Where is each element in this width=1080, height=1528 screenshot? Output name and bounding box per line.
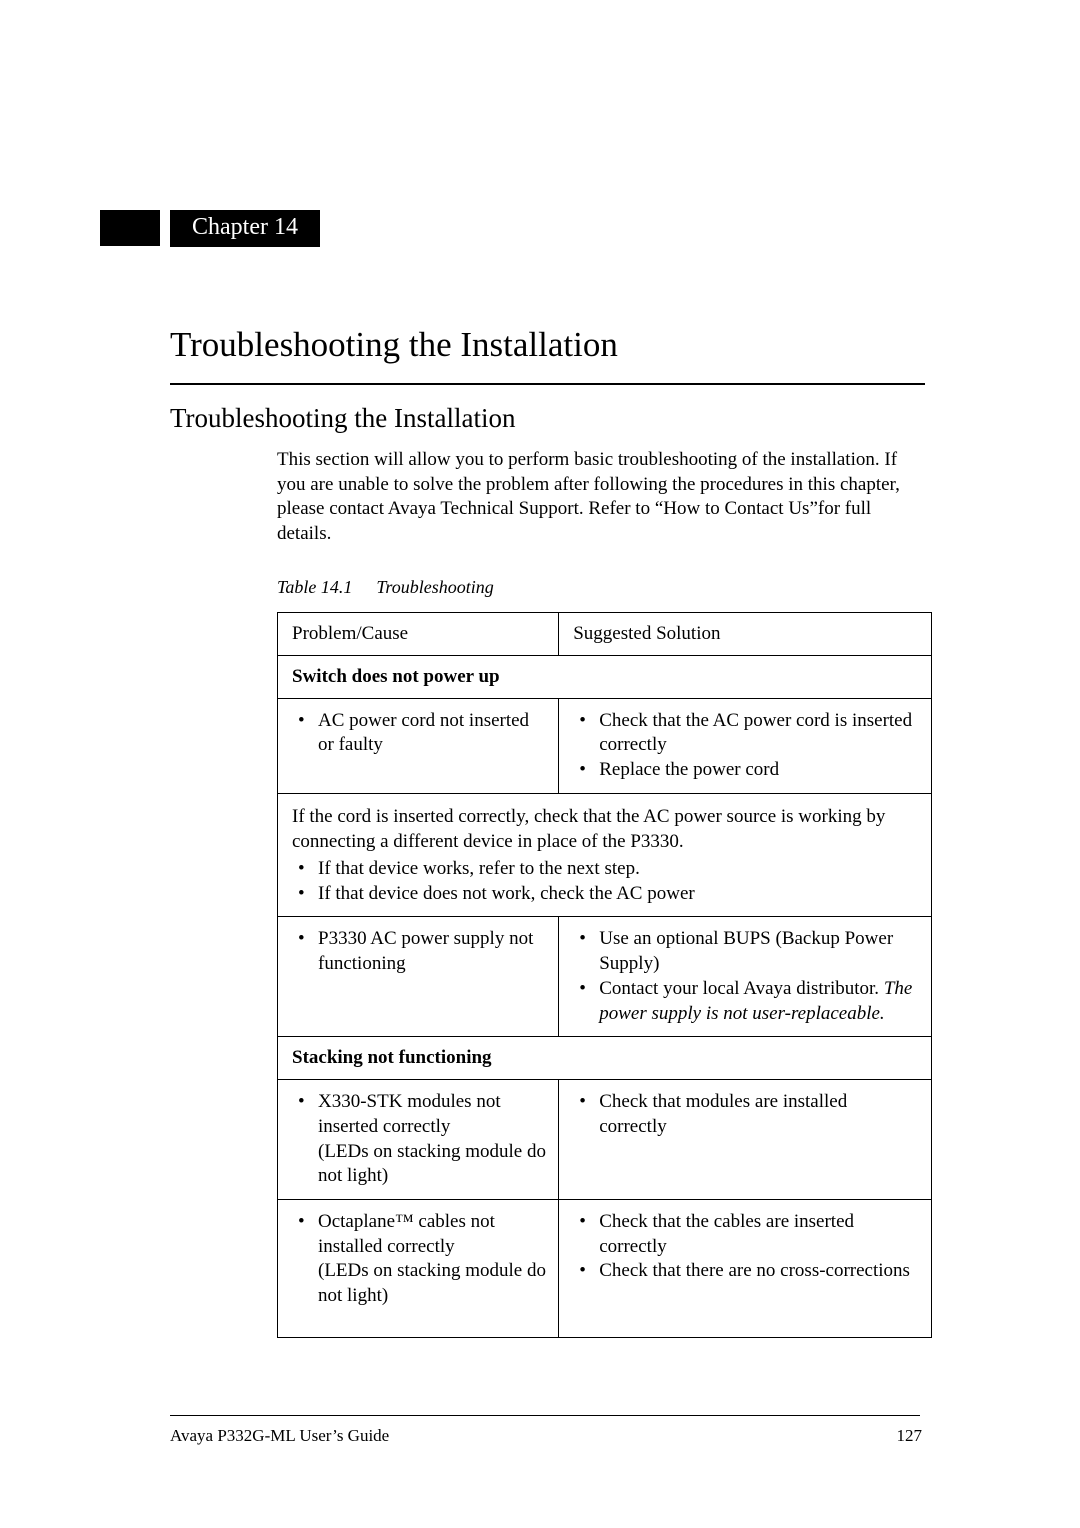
list-item: Octaplane™ cables not installed correctl… (292, 1210, 546, 1309)
section-title: Troubleshooting the Installation (170, 403, 925, 434)
table-section-stacking-text: Stacking not functioning (278, 1037, 932, 1080)
list-item-text: Contact your local Avaya distributor. (599, 978, 884, 999)
troubleshooting-table: Problem/Cause Suggested Solution Switch … (277, 612, 932, 1338)
table-caption-number: Table 14.1 (277, 577, 352, 597)
table-section-stacking: Stacking not functioning (278, 1037, 932, 1080)
cell-list: P3330 AC power supply not functioning (292, 927, 546, 976)
cell-list: Check that the AC power cord is inserted… (573, 709, 919, 783)
spanning-content: If the cord is inserted correctly, check… (292, 804, 919, 907)
table-row-spanning: If the cord is inserted correctly, check… (278, 793, 932, 917)
table-cell-problem: Octaplane™ cables not installed correctl… (278, 1199, 559, 1337)
cell-list: X330-STK modules not inserted correctly(… (292, 1090, 546, 1189)
list-item-subtext: (LEDs on stacking module do not light) (318, 1260, 546, 1306)
list-item-text: Octaplane™ cables not installed correctl… (318, 1211, 495, 1257)
footer-rule (170, 1415, 920, 1416)
cell-list: Use an optional BUPS (Backup Power Suppl… (573, 927, 919, 1026)
list-item: Use an optional BUPS (Backup Power Suppl… (573, 927, 919, 976)
list-item: P3330 AC power supply not functioning (292, 927, 546, 976)
footer-left: Avaya P332G-ML User’s Guide (170, 1426, 389, 1446)
cell-list: Check that modules are installed correct… (573, 1090, 919, 1139)
table-section-switch: Switch does not power up (278, 655, 932, 698)
cell-list: If that device works, refer to the next … (292, 857, 919, 906)
table-cell-solution: Check that the cables are inserted corre… (559, 1199, 932, 1337)
list-item: Replace the power cord (573, 758, 919, 783)
table-caption: Table 14.1 Troubleshooting (277, 577, 925, 598)
list-item: Check that modules are installed correct… (573, 1090, 919, 1139)
list-item: Check that the cables are inserted corre… (573, 1210, 919, 1259)
table-header-row: Problem/Cause Suggested Solution (278, 612, 932, 655)
footer-page-number: 127 (897, 1426, 923, 1446)
table-cell-spanning: If the cord is inserted correctly, check… (278, 793, 932, 917)
table-cell-solution: Use an optional BUPS (Backup Power Suppl… (559, 917, 932, 1037)
table-row: P3330 AC power supply not functioning Us… (278, 917, 932, 1037)
list-item: Check that the AC power cord is inserted… (573, 709, 919, 758)
spanning-line: If the cord is inserted correctly, check… (292, 804, 919, 855)
table-caption-text: Troubleshooting (376, 577, 493, 597)
page-title: Troubleshooting the Installation (170, 325, 925, 365)
cell-list: AC power cord not inserted or faulty (292, 709, 546, 758)
table-cell-problem: X330-STK modules not inserted correctly(… (278, 1080, 559, 1200)
chapter-bar-decoration (100, 210, 160, 246)
table-cell-solution: Check that modules are installed correct… (559, 1080, 932, 1200)
cell-list: Check that the cables are inserted corre… (573, 1210, 919, 1284)
table-cell-solution: Check that the AC power cord is inserted… (559, 698, 932, 793)
intro-paragraph: This section will allow you to perform b… (277, 448, 925, 547)
page-content: Chapter 14 Troubleshooting the Installat… (0, 0, 1080, 1338)
list-item: AC power cord not inserted or faulty (292, 709, 546, 758)
list-item-subtext: (LEDs on stacking module do not light) (318, 1141, 546, 1187)
table-row: Octaplane™ cables not installed correctl… (278, 1199, 932, 1337)
table-header-problem: Problem/Cause (278, 612, 559, 655)
cell-list: Octaplane™ cables not installed correctl… (292, 1210, 546, 1309)
section-rule (170, 383, 925, 385)
table-row: AC power cord not inserted or faulty Che… (278, 698, 932, 793)
list-item: Check that there are no cross-correction… (573, 1259, 919, 1284)
table-header-solution: Suggested Solution (559, 612, 932, 655)
list-item: X330-STK modules not inserted correctly(… (292, 1090, 546, 1189)
list-item-text: X330-STK modules not inserted correctly (318, 1091, 501, 1137)
chapter-label: Chapter 14 (170, 210, 320, 247)
list-item: Contact your local Avaya distributor. Th… (573, 977, 919, 1026)
list-item: If that device works, refer to the next … (292, 857, 919, 882)
table-cell-problem: AC power cord not inserted or faulty (278, 698, 559, 793)
list-item: If that device does not work, check the … (292, 882, 919, 907)
table-section-switch-text: Switch does not power up (278, 655, 932, 698)
table-row: X330-STK modules not inserted correctly(… (278, 1080, 932, 1200)
table-cell-problem: P3330 AC power supply not functioning (278, 917, 559, 1037)
